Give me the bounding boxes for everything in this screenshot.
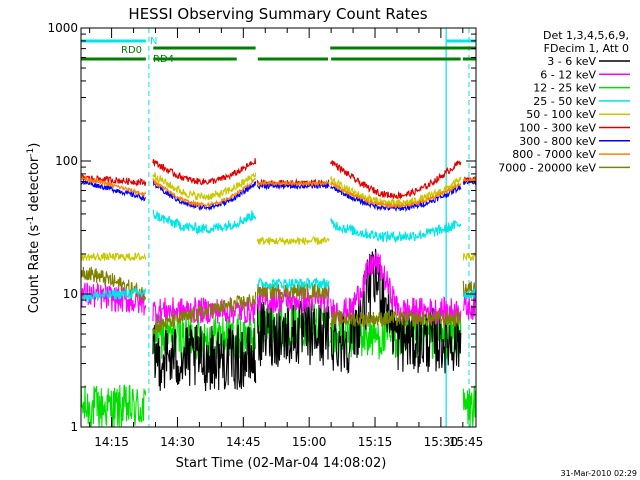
plot-frame bbox=[80, 27, 477, 428]
flag-label-rd4: RD4 bbox=[153, 54, 174, 65]
x-tick-label: 15:30 bbox=[424, 435, 459, 449]
legend-entry-label: 100 - 300 keV bbox=[519, 122, 596, 135]
y-tick-label: 100 bbox=[55, 154, 78, 168]
x-tick-label: 15:15 bbox=[358, 435, 393, 449]
flag-label-n: N bbox=[150, 36, 157, 47]
legend-entry-label: 300 - 800 keV bbox=[519, 135, 596, 148]
x-axis-label: Start Time (02-Mar-04 14:08:02) bbox=[176, 456, 387, 471]
legend-entry-label: 25 - 50 keV bbox=[533, 95, 596, 108]
x-tick-label: 15:45 bbox=[449, 435, 484, 449]
y-tick-label: 1000 bbox=[47, 21, 78, 35]
legend-header: FDecim 1, Att 0 bbox=[544, 42, 629, 55]
x-tick-label: 14:45 bbox=[226, 435, 261, 449]
series-line-7000-20000-kev bbox=[80, 266, 477, 336]
x-tick-label: 15:00 bbox=[292, 435, 327, 449]
legend: Det 1,3,4,5,6,9,FDecim 1, Att 03 - 6 keV… bbox=[498, 29, 630, 174]
legend-entry-label: 3 - 6 keV bbox=[547, 55, 596, 68]
legend-entry-label: 800 - 7000 keV bbox=[512, 148, 596, 161]
y-tick-label: 10 bbox=[63, 287, 78, 301]
y-tick-label: 1 bbox=[70, 420, 78, 434]
legend-entry-label: 7000 - 20000 keV bbox=[498, 161, 596, 174]
y-axis-label: Count Rate (s-1 detector-1) bbox=[26, 143, 42, 314]
legend-entry-label: 6 - 12 keV bbox=[540, 68, 596, 81]
series-line-300-800-kev bbox=[81, 178, 477, 213]
chart-title: HESSI Observing Summary Count Rates bbox=[128, 5, 427, 23]
series-line-100-300-kev bbox=[80, 158, 477, 200]
x-tick-label: 14:15 bbox=[94, 435, 129, 449]
legend-entry-label: 12 - 25 keV bbox=[533, 82, 596, 95]
series-line-800-7000-kev bbox=[80, 174, 477, 209]
series-layer bbox=[80, 158, 477, 428]
series-line-25-50-kev bbox=[80, 209, 477, 303]
legend-entry-label: 50 - 100 keV bbox=[526, 108, 596, 121]
legend-header: Det 1,3,4,5,6,9, bbox=[543, 29, 629, 42]
timestamp-label: 31-Mar-2010 02:29 bbox=[561, 469, 638, 478]
flag-label-rd0: RD0 bbox=[121, 45, 142, 56]
flag-layer: N RD0 RD4 bbox=[81, 28, 476, 427]
series-line-50-100-kev bbox=[80, 172, 477, 262]
y-axis: 1 10 100 1000 bbox=[47, 21, 476, 434]
x-tick-label: 14:30 bbox=[160, 435, 195, 449]
